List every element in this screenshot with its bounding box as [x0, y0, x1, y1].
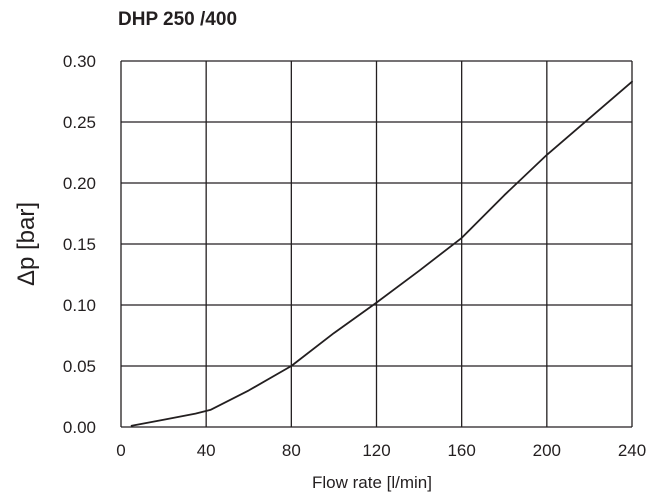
x-tick-label-80: 80: [282, 441, 301, 460]
y-tick-label-0.30: 0.30: [63, 52, 96, 71]
y-tick-label-0.25: 0.25: [63, 113, 96, 132]
y-tick-label-0.00: 0.00: [63, 418, 96, 437]
x-tick-label-160: 160: [447, 441, 475, 460]
x-tick-label-240: 240: [618, 441, 646, 460]
x-axis-label: Flow rate [l/min]: [312, 473, 432, 492]
y-axis-label: Δp [bar]: [13, 202, 40, 286]
x-tick-label-0: 0: [116, 441, 125, 460]
grid: [120, 60, 633, 428]
chart-title: DHP 250 /400: [118, 9, 237, 30]
y-tick-label-0.05: 0.05: [63, 357, 96, 376]
x-tick-label-40: 40: [197, 441, 216, 460]
y-tick-label-0.15: 0.15: [63, 235, 96, 254]
y-tick-label-0.20: 0.20: [63, 174, 96, 193]
x-tick-label-120: 120: [362, 441, 390, 460]
series-line-0: [130, 80, 633, 427]
y-tick-label-0.10: 0.10: [63, 296, 96, 315]
tick-labels: 0 40 80 120 160 200 240 0.00 0.05 0.10 0.15 0.20 0.2…: [63, 52, 646, 460]
x-tick-label-200: 200: [533, 441, 561, 460]
series-layer: [130, 80, 633, 427]
